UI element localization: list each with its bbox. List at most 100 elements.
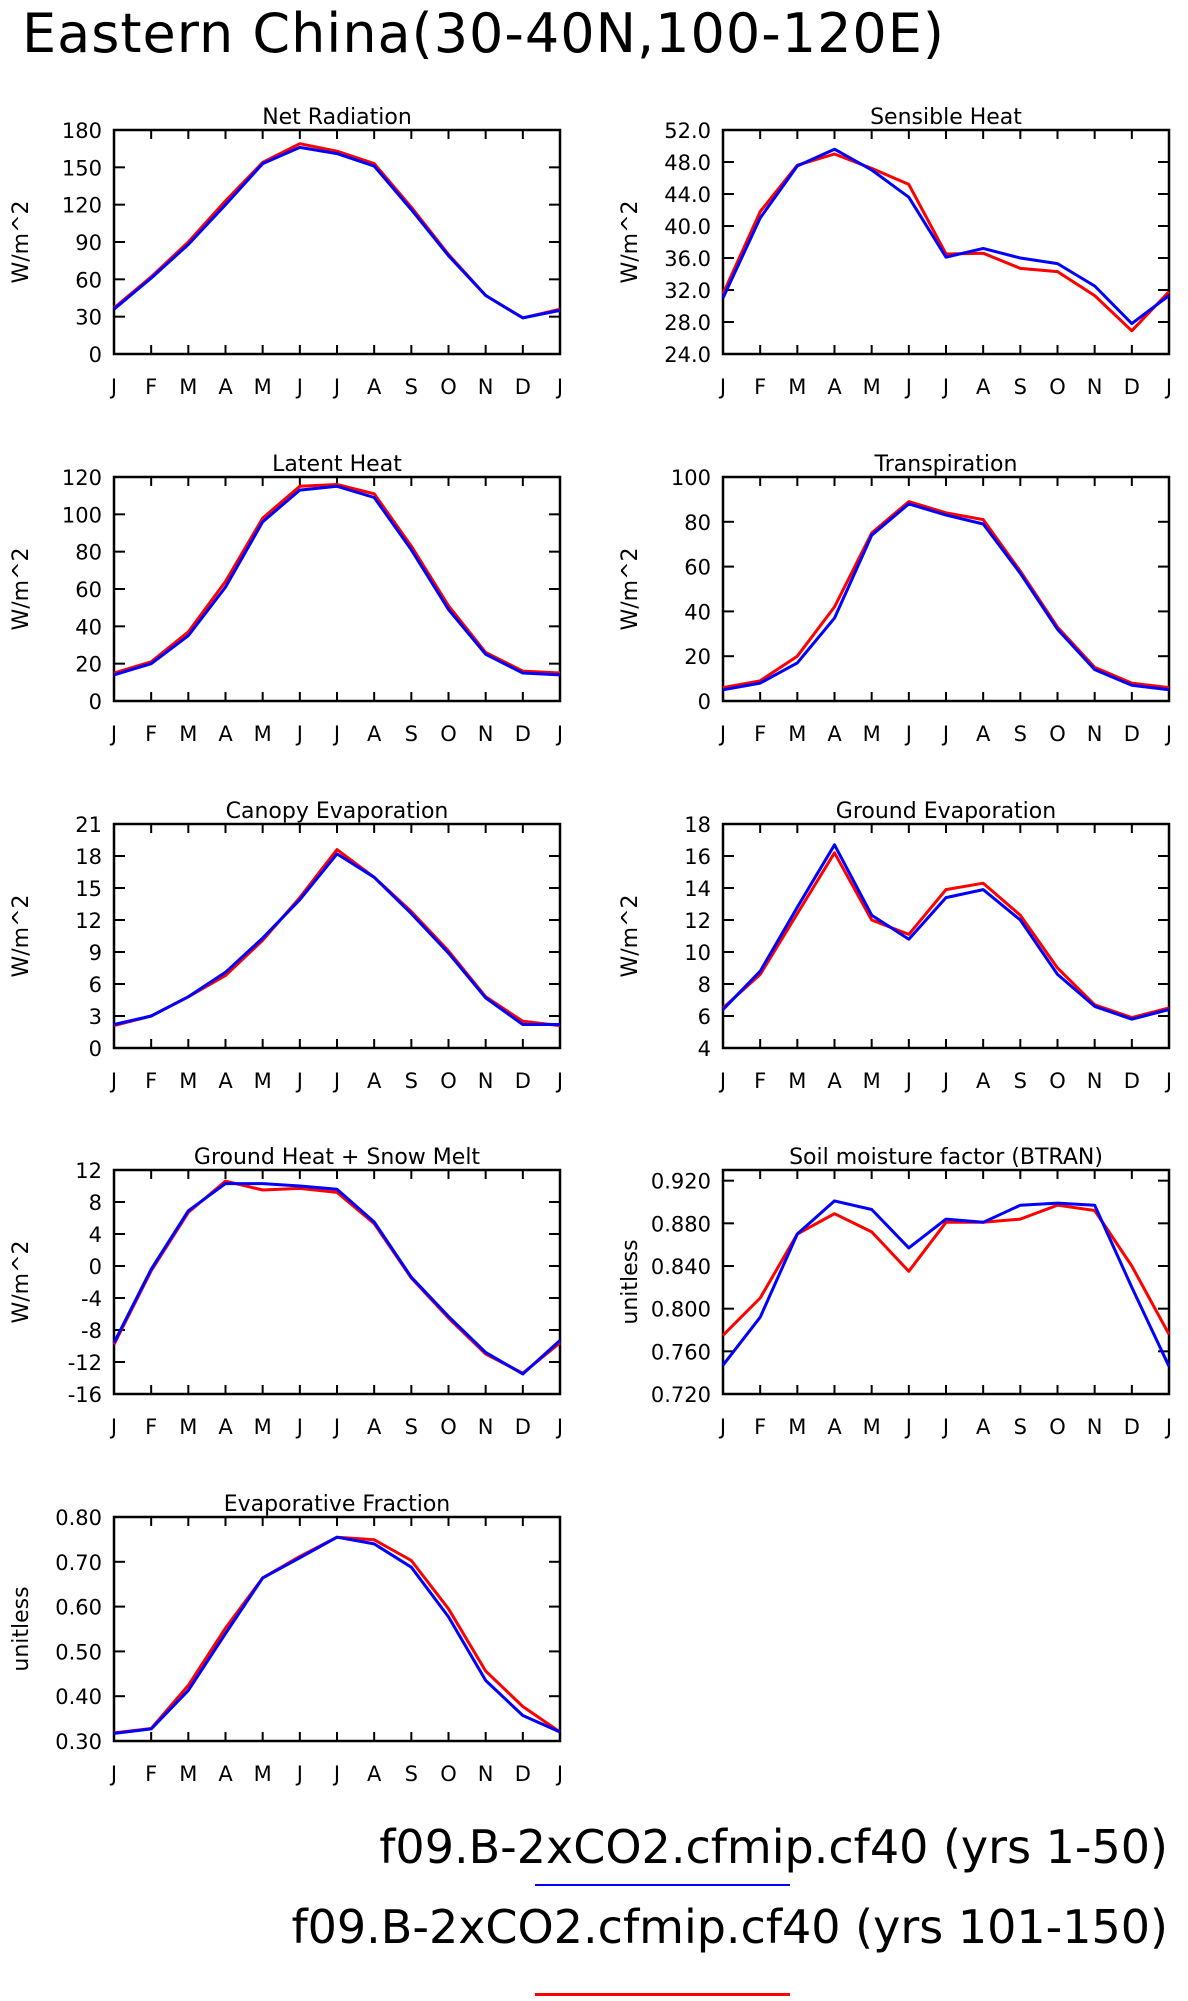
plot-frame xyxy=(721,128,1171,356)
series-line-2 xyxy=(722,500,1170,690)
chart-title: Net Radiation xyxy=(262,105,412,130)
x-tick-label: J xyxy=(295,722,303,746)
y-axis-label: W/m^2 xyxy=(9,200,34,283)
series-line-1 xyxy=(113,852,560,1026)
x-tick-label: J xyxy=(555,1762,563,1786)
chart-title: Sensible Heat xyxy=(870,105,1022,130)
y-tick-label: 0.720 xyxy=(651,1383,711,1407)
x-tick-label: A xyxy=(367,722,382,746)
x-tick-label: J xyxy=(904,1415,912,1439)
x-tick-label: F xyxy=(754,375,766,399)
x-tick-label: M xyxy=(788,1069,806,1093)
series-line-1 xyxy=(113,484,561,677)
x-tick-label: S xyxy=(1014,375,1027,399)
y-tick-label: -4 xyxy=(81,1287,102,1311)
y-tick-label: 80 xyxy=(75,541,102,565)
y-tick-label: 12 xyxy=(75,1159,102,1183)
y-tick-label: 120 xyxy=(62,194,102,218)
chart-title: Canopy Evaporation xyxy=(226,799,449,824)
x-tick-label: A xyxy=(367,1069,382,1093)
chart-title: Soil moisture factor (BTRAN) xyxy=(789,1145,1103,1170)
x-tick-label: D xyxy=(515,1762,531,1786)
y-tick-label: 20 xyxy=(684,645,711,669)
x-tick-label: J xyxy=(1164,1415,1172,1439)
y-tick-label: 0.40 xyxy=(55,1685,102,1709)
x-tick-label: A xyxy=(976,375,991,399)
y-axis-label: unitless xyxy=(9,1586,34,1671)
y-tick-label: 0.50 xyxy=(55,1640,102,1664)
x-tick-label: F xyxy=(145,1415,157,1439)
x-tick-label: A xyxy=(218,1762,233,1786)
y-tick-label: 0.880 xyxy=(651,1212,711,1236)
x-tick-label: N xyxy=(478,722,494,746)
y-tick-label: 18 xyxy=(75,845,102,869)
x-tick-label: O xyxy=(1049,375,1066,399)
series-line-2 xyxy=(113,1535,561,1735)
y-tick-label: 6 xyxy=(89,973,102,997)
y-tick-label: 0.70 xyxy=(55,1551,102,1575)
x-tick-label: M xyxy=(179,1762,197,1786)
x-tick-label: S xyxy=(405,722,418,746)
x-tick-label: A xyxy=(367,1415,382,1439)
y-tick-label: 90 xyxy=(75,231,102,255)
x-tick-label: J xyxy=(295,1762,303,1786)
y-tick-label: 14 xyxy=(684,877,711,901)
y-tick-label: 0.800 xyxy=(651,1298,711,1322)
chart-title: Latent Heat xyxy=(272,452,402,477)
x-tick-label: M xyxy=(179,375,197,399)
y-tick-label: 24.0 xyxy=(664,343,711,367)
y-tick-label: 0 xyxy=(89,343,102,367)
x-tick-label: J xyxy=(904,1069,912,1093)
y-axis-label: W/m^2 xyxy=(618,547,643,630)
legend-swatch-series-2 xyxy=(535,1993,790,1996)
x-tick-label: J xyxy=(109,722,117,746)
x-tick-label: J xyxy=(109,1069,117,1093)
y-tick-label: 100 xyxy=(62,503,102,527)
chart-title: Ground Heat + Snow Melt xyxy=(194,1145,481,1170)
x-tick-label: O xyxy=(440,1069,457,1093)
y-tick-label: -8 xyxy=(81,1319,102,1343)
x-tick-label: S xyxy=(405,1762,418,1786)
y-tick-label: 10 xyxy=(684,941,711,965)
x-tick-label: D xyxy=(1124,722,1140,746)
x-tick-label: F xyxy=(145,1069,157,1093)
series-line-2 xyxy=(113,142,561,320)
legend-swatch-series-1 xyxy=(535,1884,790,1886)
x-tick-label: N xyxy=(1087,1415,1103,1439)
chart-title: Evaporative Fraction xyxy=(224,1492,450,1517)
y-tick-label: 3 xyxy=(89,1005,102,1029)
x-tick-label: O xyxy=(1049,722,1066,746)
x-tick-label: F xyxy=(754,722,766,746)
y-axis-label: W/m^2 xyxy=(9,547,34,630)
y-tick-label: 150 xyxy=(62,156,102,180)
series-line-1 xyxy=(112,1182,562,1376)
y-tick-label: 9 xyxy=(89,941,102,965)
x-tick-label: J xyxy=(941,1415,949,1439)
x-tick-label: S xyxy=(1014,1069,1027,1093)
x-tick-label: M xyxy=(863,1069,881,1093)
y-tick-label: 120 xyxy=(62,466,102,490)
x-tick-label: J xyxy=(332,1415,340,1439)
plot-frame xyxy=(112,822,562,1050)
series-line-2 xyxy=(112,1179,561,1375)
x-tick-label: A xyxy=(367,375,382,399)
legend-label-series-1: f09.B-2xCO2.cfmip.cf40 (yrs 1-50) xyxy=(379,1820,1168,1874)
x-tick-label: D xyxy=(1124,1415,1140,1439)
x-tick-label: F xyxy=(145,1762,157,1786)
series-line-1 xyxy=(721,147,1170,326)
y-tick-label: 48.0 xyxy=(664,151,711,175)
x-tick-label: A xyxy=(827,1415,842,1439)
y-tick-label: 0 xyxy=(89,1037,102,1061)
y-tick-label: 21 xyxy=(75,813,102,837)
x-tick-label: S xyxy=(405,1069,418,1093)
legend-label-series-2: f09.B-2xCO2.cfmip.cf40 (yrs 101-150) xyxy=(291,1900,1168,1954)
x-tick-label: A xyxy=(218,722,233,746)
plot-frame xyxy=(112,1168,562,1396)
